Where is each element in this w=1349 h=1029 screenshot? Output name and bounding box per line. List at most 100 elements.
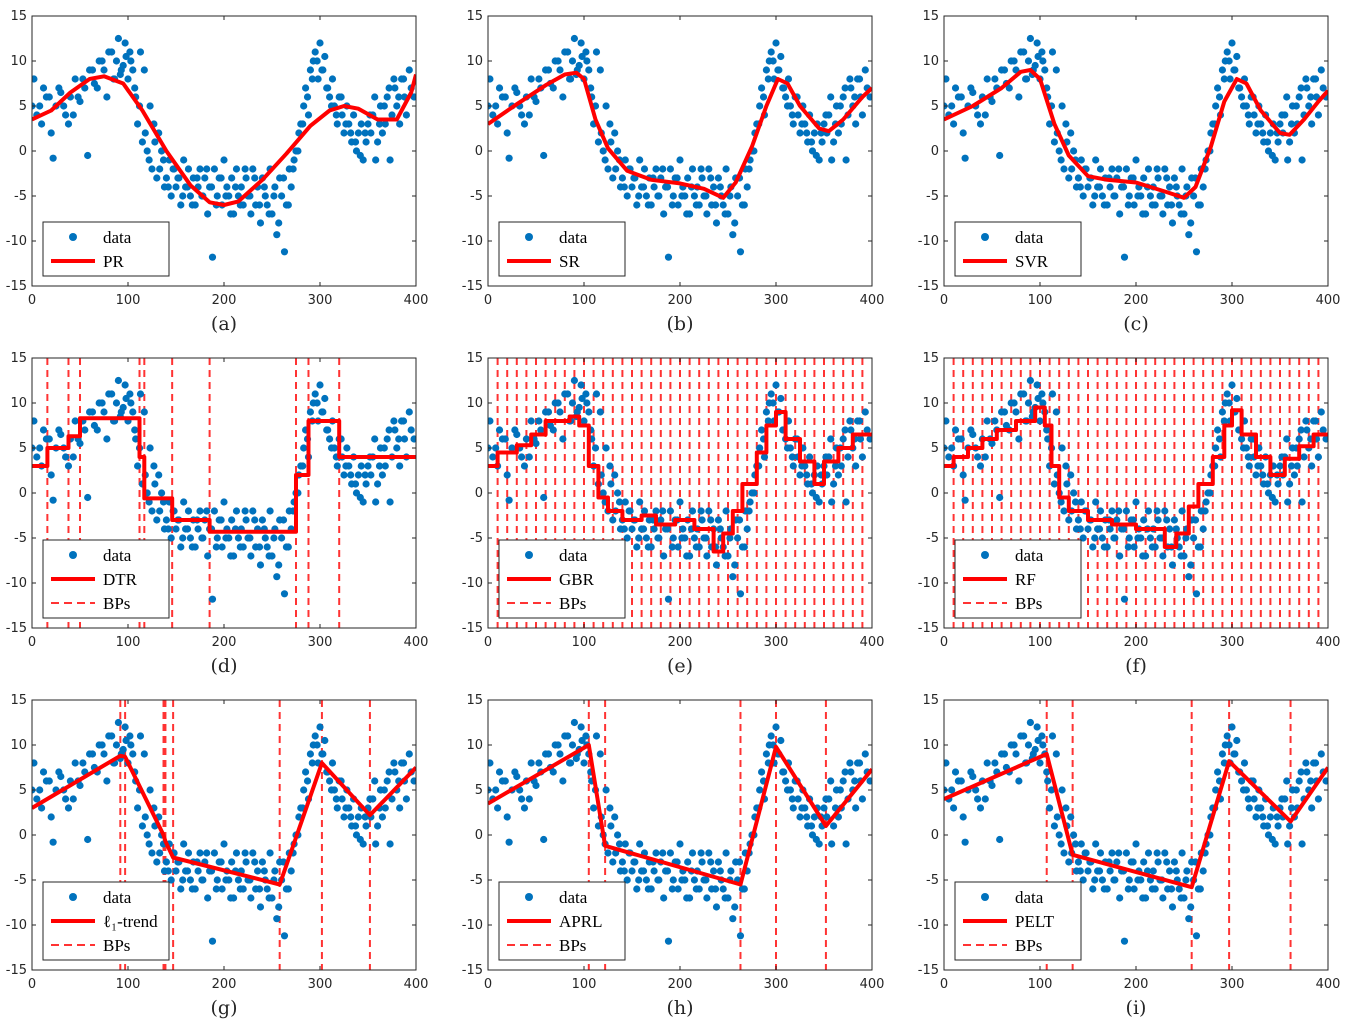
data-point	[1314, 111, 1322, 119]
data-point	[676, 156, 684, 164]
data-point	[492, 786, 500, 794]
data-point	[659, 507, 667, 515]
data-point	[1134, 534, 1142, 542]
data-point	[328, 75, 337, 83]
data-point	[1110, 192, 1118, 200]
data-point	[378, 129, 386, 137]
y-tick-label: -5	[14, 189, 27, 204]
data-point	[396, 804, 404, 812]
data-point	[1287, 462, 1296, 470]
data-point	[38, 120, 46, 128]
data-point	[1122, 849, 1130, 857]
data-point	[100, 66, 108, 74]
fit-line	[944, 405, 1328, 549]
data-point	[796, 471, 804, 479]
x-tick-label: 300	[1220, 635, 1245, 650]
data-point	[505, 496, 513, 504]
data-point	[582, 732, 590, 740]
data-point	[844, 453, 852, 461]
data-point	[705, 849, 713, 857]
data-point	[45, 777, 53, 785]
data-point	[961, 496, 969, 504]
data-point	[343, 444, 351, 452]
data-point	[537, 426, 545, 434]
data-point	[1100, 543, 1108, 551]
data-point	[218, 543, 226, 551]
data-point	[275, 219, 283, 227]
panel-caption: (c)	[1123, 313, 1148, 335]
data-point	[1223, 732, 1231, 740]
data-point	[609, 174, 617, 182]
data-point	[983, 759, 991, 767]
data-point	[386, 498, 394, 506]
plot-area	[944, 358, 1328, 628]
data-point	[1266, 813, 1274, 821]
data-point	[535, 75, 543, 83]
chart-panel-b: 0 100 200 300 400 -15 -10 -5 0 5 10 15 (b) data SR	[462, 9, 885, 335]
data-point	[1039, 399, 1047, 407]
data-point	[719, 885, 727, 893]
data-point	[342, 462, 350, 470]
data-point	[1302, 75, 1310, 83]
data-point	[508, 444, 516, 452]
data-point	[1089, 201, 1097, 209]
data-point	[488, 759, 494, 767]
data-point	[628, 867, 636, 875]
y-tick-label: 10	[10, 396, 27, 411]
data-point	[690, 534, 699, 542]
data-point	[1178, 849, 1186, 857]
legend-label: BPs	[103, 594, 130, 613]
data-point	[495, 768, 504, 776]
data-point	[783, 444, 792, 452]
data-point	[121, 381, 129, 389]
data-point	[47, 129, 55, 137]
data-point	[55, 768, 63, 776]
data-point	[703, 894, 711, 902]
y-tick-label: -10	[918, 918, 939, 933]
data-point	[861, 0, 868, 4]
data-point	[1263, 480, 1272, 488]
data-point	[606, 120, 614, 128]
data-point	[273, 573, 281, 581]
data-point	[511, 426, 519, 434]
data-point	[948, 444, 956, 452]
data-point	[213, 876, 221, 884]
data-point	[129, 66, 137, 74]
data-point	[1134, 876, 1142, 884]
data-point	[186, 534, 194, 542]
data-point	[210, 507, 218, 515]
data-point	[217, 174, 225, 182]
data-point	[143, 147, 151, 155]
data-point	[1139, 552, 1147, 560]
data-point	[232, 507, 241, 515]
data-point	[342, 120, 350, 128]
data-point	[242, 858, 250, 866]
x-tick-label: 200	[1124, 293, 1149, 308]
data-point	[1077, 498, 1085, 506]
data-point	[177, 885, 185, 893]
data-point	[635, 192, 643, 200]
legend-label: SR	[559, 252, 580, 271]
data-point	[796, 813, 804, 821]
data-point	[1153, 507, 1161, 515]
data-point	[1020, 390, 1028, 398]
data-point	[540, 151, 548, 160]
data-point	[1091, 192, 1099, 200]
data-point	[614, 831, 622, 839]
data-point	[1206, 489, 1214, 497]
data-point	[304, 111, 313, 119]
data-point	[1113, 516, 1121, 524]
data-point	[134, 462, 142, 470]
data-point	[639, 867, 648, 875]
data-point	[316, 39, 324, 47]
data-point	[692, 201, 700, 209]
data-point	[347, 471, 355, 479]
legend: data DTR BPs	[42, 539, 170, 619]
data-point	[511, 768, 519, 776]
data-point	[831, 462, 840, 470]
data-point	[974, 111, 982, 119]
data-point	[621, 156, 629, 164]
data-point	[1060, 849, 1068, 857]
data-point	[697, 849, 705, 857]
data-point	[1046, 804, 1054, 812]
